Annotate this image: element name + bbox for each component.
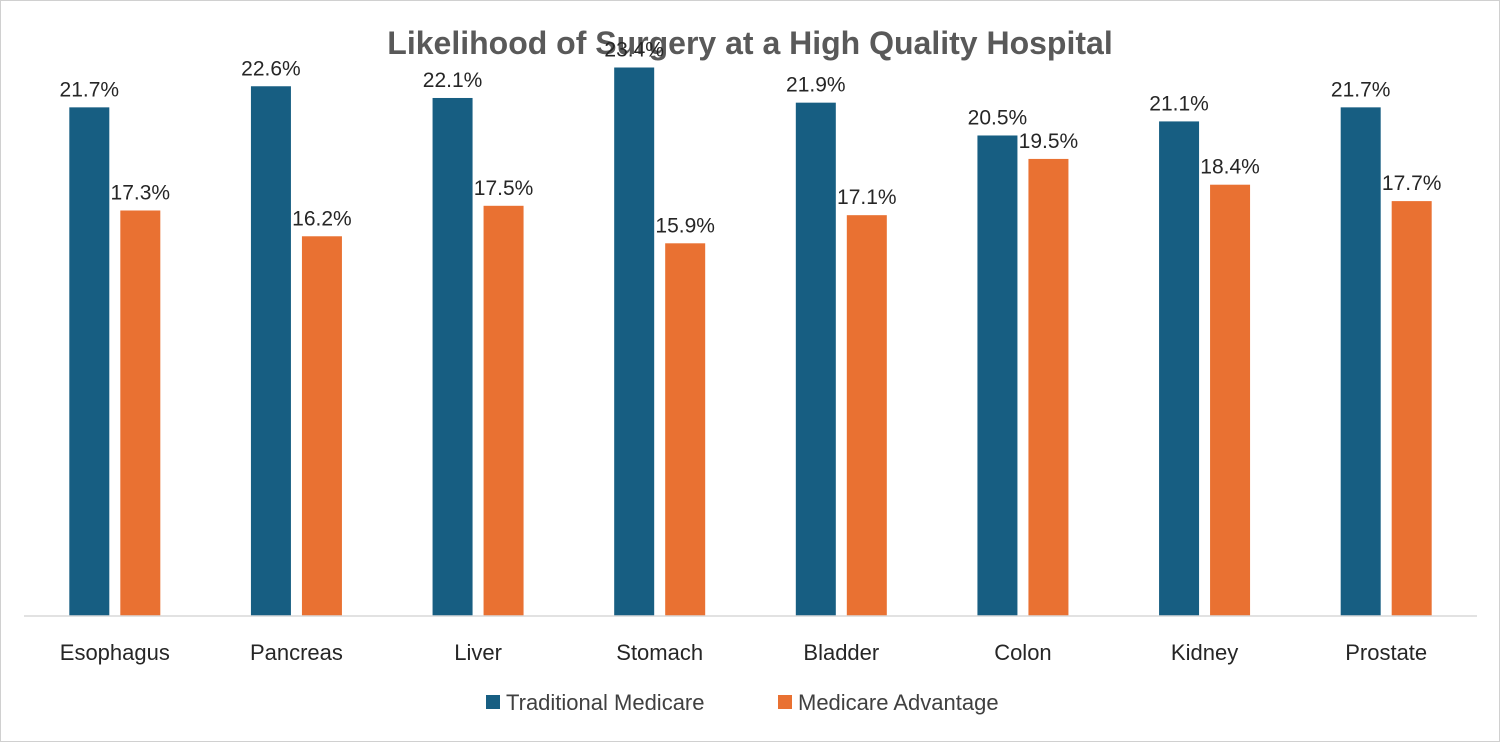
bar-medicare-advantage-kidney[interactable] (1210, 184, 1251, 617)
data-label-traditional-medicare-pancreas: 22.6% (241, 57, 301, 80)
category-label-bladder: Bladder (803, 640, 879, 665)
bar-medicare-advantage-pancreas[interactable] (301, 236, 342, 616)
legend[interactable]: Traditional Medicare Medicare Advantage (486, 690, 999, 715)
data-label-traditional-medicare-stomach: 23.4% (604, 39, 664, 62)
bar-traditional-medicare-kidney[interactable] (1159, 121, 1200, 616)
bar-medicare-advantage-stomach[interactable] (665, 243, 706, 616)
data-label-traditional-medicare-kidney: 21.1% (1149, 92, 1209, 115)
category-label-colon: Colon (994, 640, 1051, 665)
legend-item-medicare-advantage[interactable]: Medicare Advantage (778, 690, 999, 715)
legend-swatch-medicare-advantage (778, 695, 792, 709)
data-label-medicare-advantage-bladder: 17.1% (837, 186, 897, 209)
bar-traditional-medicare-bladder[interactable] (795, 102, 836, 616)
category-label-esophagus: Esophagus (60, 640, 170, 665)
data-label-traditional-medicare-colon: 20.5% (968, 106, 1028, 129)
bar-medicare-advantage-bladder[interactable] (846, 215, 887, 616)
category-label-stomach: Stomach (616, 640, 703, 665)
legend-item-traditional-medicare[interactable]: Traditional Medicare (486, 690, 705, 715)
bar-traditional-medicare-stomach[interactable] (614, 67, 655, 616)
legend-label-traditional-medicare: Traditional Medicare (506, 690, 705, 715)
legend-label-medicare-advantage: Medicare Advantage (798, 690, 999, 715)
data-label-traditional-medicare-esophagus: 21.7% (60, 78, 120, 101)
data-label-medicare-advantage-liver: 17.5% (474, 177, 534, 200)
data-label-medicare-advantage-stomach: 15.9% (655, 214, 715, 237)
category-labels-group: Esophagus Pancreas Liver Stomach Bladder Colo… (60, 640, 1427, 665)
bars-group (69, 67, 1432, 617)
category-label-prostate: Prostate (1345, 640, 1427, 665)
category-label-kidney: Kidney (1171, 640, 1238, 665)
legend-swatch-traditional-medicare (486, 695, 500, 709)
data-label-medicare-advantage-prostate: 17.7% (1382, 172, 1442, 195)
bar-medicare-advantage-esophagus[interactable] (120, 210, 161, 616)
data-label-medicare-advantage-colon: 19.5% (1019, 130, 1079, 153)
bar-traditional-medicare-liver[interactable] (432, 97, 473, 616)
data-labels-group: 21.7% 17.3% 22.6% 16.2% 22.1% 17.5% 23.4% 15.9%… (60, 39, 1442, 238)
category-label-pancreas: Pancreas (250, 640, 343, 665)
bar-traditional-medicare-prostate[interactable] (1340, 107, 1381, 617)
bar-medicare-advantage-prostate[interactable] (1391, 201, 1432, 616)
data-label-traditional-medicare-liver: 22.1% (423, 69, 483, 92)
data-label-medicare-advantage-kidney: 18.4% (1200, 156, 1260, 179)
chart-title: Likelihood of Surgery at a High Quality … (387, 25, 1112, 61)
bar-medicare-advantage-colon[interactable] (1028, 158, 1069, 617)
bar-traditional-medicare-esophagus[interactable] (69, 107, 110, 617)
bar-traditional-medicare-pancreas[interactable] (250, 86, 291, 617)
data-label-traditional-medicare-prostate: 21.7% (1331, 78, 1391, 101)
bar-medicare-advantage-liver[interactable] (483, 205, 524, 617)
data-label-medicare-advantage-pancreas: 16.2% (292, 207, 352, 230)
data-label-traditional-medicare-bladder: 21.9% (786, 74, 846, 97)
category-label-liver: Liver (454, 640, 502, 665)
data-label-medicare-advantage-esophagus: 17.3% (111, 181, 171, 204)
bar-traditional-medicare-colon[interactable] (977, 135, 1018, 617)
